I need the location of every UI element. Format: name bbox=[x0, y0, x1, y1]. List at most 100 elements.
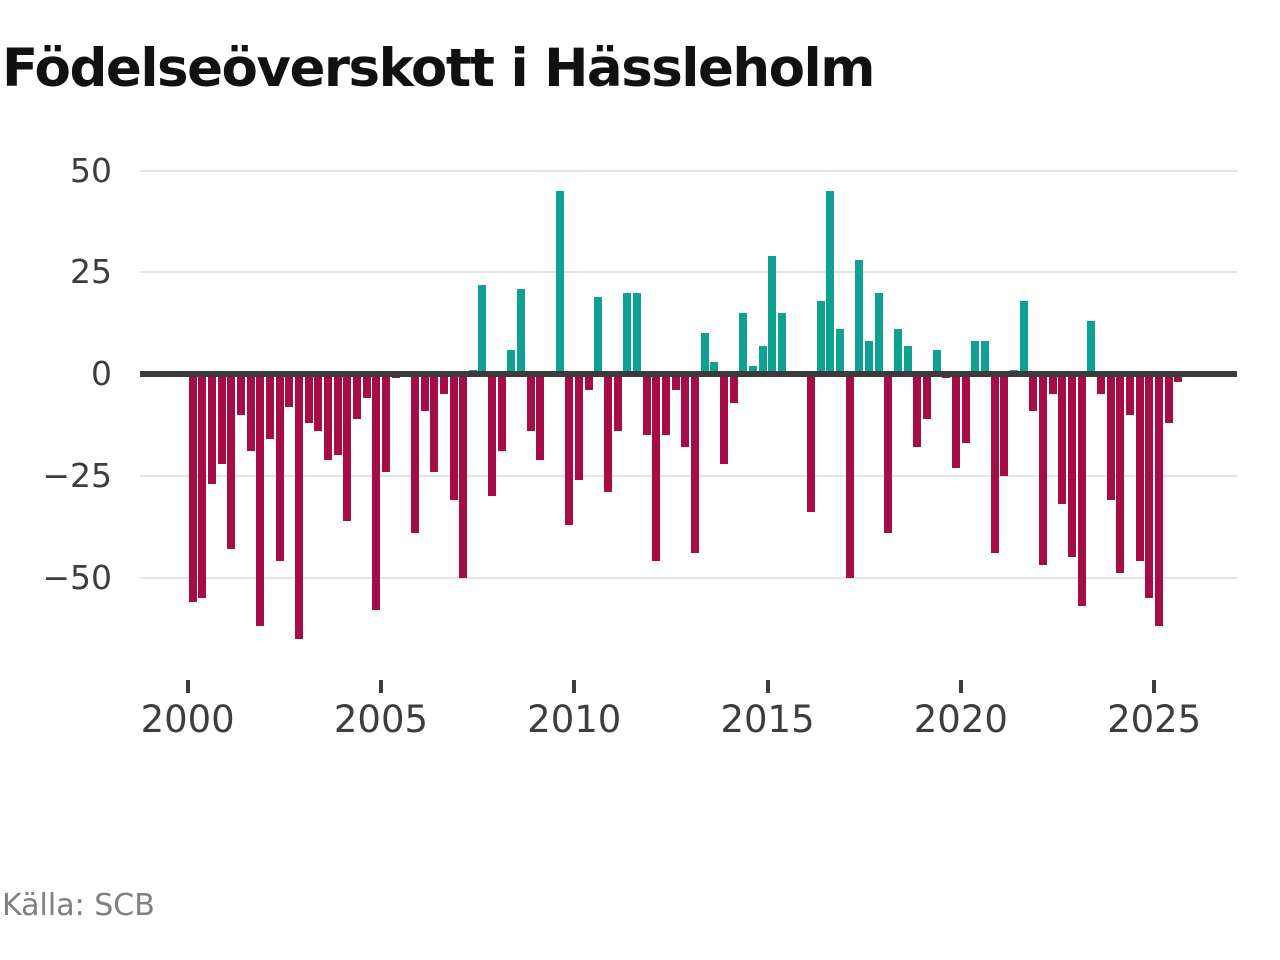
bar-negative bbox=[488, 374, 497, 497]
bar-negative bbox=[691, 374, 700, 554]
bar-positive bbox=[971, 341, 980, 374]
bar-negative bbox=[227, 374, 236, 549]
gridline bbox=[140, 576, 1237, 579]
bar-negative bbox=[1174, 374, 1183, 383]
bar-negative bbox=[1145, 374, 1154, 598]
bar-negative bbox=[430, 374, 439, 472]
bar-positive bbox=[894, 329, 902, 374]
bar-negative bbox=[362, 374, 371, 399]
y-axis-label: 50 bbox=[70, 150, 112, 190]
bar-negative bbox=[652, 374, 661, 562]
bar-negative bbox=[410, 374, 419, 533]
bar-negative bbox=[1097, 374, 1105, 395]
bar-negative bbox=[188, 374, 197, 602]
bar-negative bbox=[642, 374, 651, 436]
bar-positive bbox=[594, 296, 603, 374]
bar-positive bbox=[778, 312, 787, 374]
x-axis-tick bbox=[765, 680, 770, 693]
bar-positive bbox=[836, 329, 845, 374]
bar-negative bbox=[845, 374, 854, 578]
gridline bbox=[140, 169, 1237, 172]
y-axis-label: −50 bbox=[42, 557, 112, 597]
bar-positive bbox=[1087, 321, 1096, 374]
bar-positive bbox=[633, 292, 642, 374]
bar-positive bbox=[981, 341, 989, 374]
bar-negative bbox=[575, 374, 584, 480]
chart-plot-area: 50 25 0 −25 −50 2000 2005 2010 2015 2020 2025 bbox=[42, 150, 1237, 741]
bar-negative bbox=[526, 374, 535, 431]
bar-negative bbox=[1068, 374, 1076, 558]
x-axis-tick bbox=[185, 680, 190, 693]
x-axis-label: 2025 bbox=[1107, 698, 1202, 741]
bar-negative bbox=[1039, 374, 1047, 566]
bar-positive bbox=[710, 361, 719, 374]
bar-positive bbox=[700, 333, 709, 374]
bar-negative bbox=[343, 374, 352, 521]
x-axis-tick bbox=[958, 680, 963, 693]
bar-negative bbox=[807, 374, 816, 513]
bar-positive bbox=[749, 365, 758, 374]
bar-negative bbox=[990, 374, 999, 554]
bar-negative bbox=[304, 374, 313, 423]
bar-negative bbox=[265, 374, 274, 440]
bar-negative bbox=[285, 374, 294, 407]
bar-positive bbox=[932, 349, 941, 374]
bar-negative bbox=[671, 374, 680, 391]
bar-negative bbox=[1029, 374, 1038, 411]
x-axis-tick bbox=[1152, 680, 1157, 693]
bar-negative bbox=[381, 374, 390, 472]
bar-positive bbox=[739, 312, 748, 374]
bar-negative bbox=[449, 374, 458, 501]
bar-negative bbox=[729, 374, 738, 403]
bar-negative bbox=[497, 374, 506, 452]
newsworthy-logo: Newsworthy bbox=[950, 850, 1280, 950]
bar-negative bbox=[198, 374, 207, 598]
bar-positive bbox=[623, 292, 632, 374]
y-axis-label: 0 bbox=[91, 354, 112, 393]
bar-negative bbox=[275, 374, 284, 562]
bar-negative bbox=[1135, 374, 1144, 562]
bar-negative bbox=[1000, 374, 1009, 476]
bar-negative bbox=[681, 374, 690, 448]
bar-negative bbox=[352, 374, 361, 419]
bar-negative bbox=[613, 374, 622, 431]
x-axis-label: 2020 bbox=[913, 698, 1008, 741]
bar-positive bbox=[826, 190, 835, 374]
bar-positive bbox=[1019, 300, 1028, 374]
x-axis-label: 2010 bbox=[527, 698, 622, 741]
x-axis-label: 2005 bbox=[333, 698, 429, 741]
bar-negative bbox=[1077, 374, 1086, 606]
bar-negative bbox=[439, 374, 448, 395]
bar-positive bbox=[855, 260, 864, 374]
bar-negative bbox=[1106, 374, 1115, 501]
bar-positive bbox=[768, 256, 777, 374]
bar-negative bbox=[923, 374, 931, 419]
zero-axis-line bbox=[140, 371, 1237, 377]
source-label: Källa: SCB bbox=[2, 888, 155, 923]
bar-negative bbox=[236, 374, 245, 415]
x-axis-tick bbox=[378, 680, 383, 693]
bar-positive bbox=[874, 292, 883, 374]
gridline bbox=[140, 474, 1237, 477]
bar-positive bbox=[816, 300, 825, 374]
x-axis-tick bbox=[572, 680, 577, 693]
bar-negative bbox=[256, 374, 265, 627]
bar-negative bbox=[294, 374, 303, 639]
bar-negative bbox=[314, 374, 323, 431]
bar-negative bbox=[246, 374, 255, 452]
bar-positive bbox=[903, 345, 912, 374]
bar-negative bbox=[604, 374, 613, 492]
bar-negative bbox=[372, 374, 381, 611]
bar-positive bbox=[478, 284, 487, 374]
bar-positive bbox=[758, 345, 767, 374]
x-axis-label: 2000 bbox=[140, 698, 235, 741]
bar-negative bbox=[1058, 374, 1067, 505]
bar-negative bbox=[913, 374, 922, 448]
bar-negative bbox=[720, 374, 729, 464]
bar-positive bbox=[555, 190, 564, 374]
bar-negative bbox=[333, 374, 342, 456]
bar-negative bbox=[1164, 374, 1173, 423]
bar-positive bbox=[517, 288, 526, 374]
bar-negative bbox=[459, 374, 468, 578]
